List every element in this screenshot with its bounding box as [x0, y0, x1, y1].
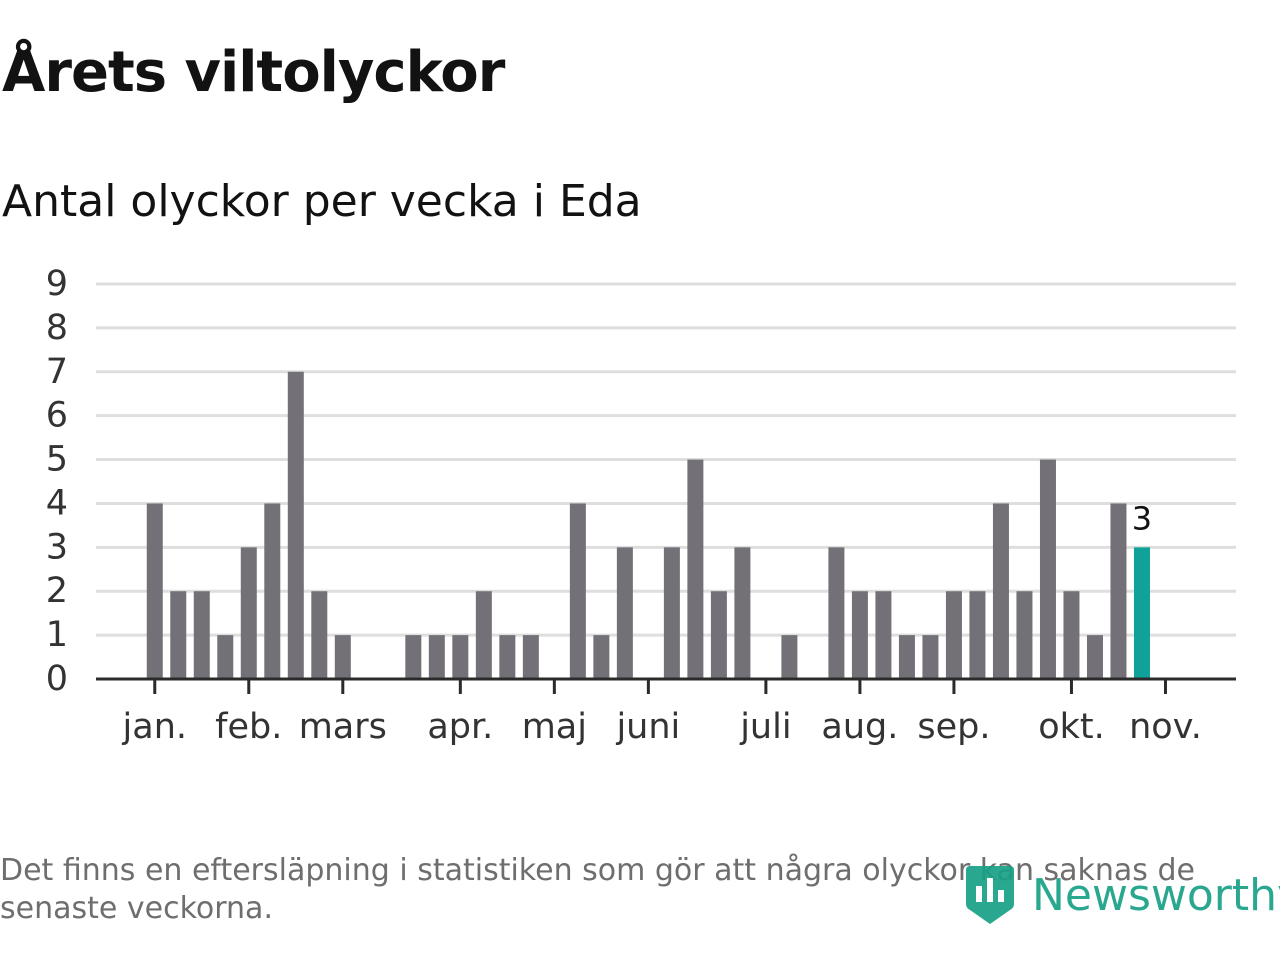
x-tick-label: juni — [615, 707, 680, 747]
bar — [452, 635, 469, 679]
bar — [1063, 591, 1080, 679]
bar — [428, 635, 445, 679]
x-tick-label: aug. — [821, 707, 898, 747]
bar — [264, 503, 281, 679]
bar — [193, 591, 210, 679]
y-tick-label: 6 — [46, 396, 68, 436]
bar — [522, 635, 539, 679]
bar — [828, 547, 845, 679]
x-tick-label: mars — [299, 707, 387, 747]
x-tick-label: maj — [522, 707, 587, 747]
x-tick-label: nov. — [1129, 707, 1202, 747]
brand-name: Newsworthy — [1032, 869, 1280, 921]
x-tick-label: juli — [739, 707, 791, 747]
bar — [616, 547, 633, 679]
bar — [217, 635, 234, 679]
bar — [945, 591, 962, 679]
bar — [593, 635, 610, 679]
y-tick-label: 7 — [46, 352, 68, 392]
chart-subtitle: Antal olyckor per vecka i Eda — [2, 176, 642, 227]
x-tick-label: apr. — [427, 707, 493, 747]
bar — [1039, 459, 1056, 679]
x-tick-label: jan. — [122, 707, 187, 747]
bar — [734, 547, 751, 679]
newsworthy-logo-icon — [966, 866, 1014, 924]
bar — [475, 591, 492, 679]
y-tick-label: 8 — [46, 308, 68, 348]
bar — [875, 591, 892, 679]
data-label: 3 — [1132, 499, 1152, 537]
page-title: Årets viltolyckor — [2, 40, 505, 105]
bar — [170, 591, 187, 679]
bar — [922, 635, 939, 679]
bar — [1110, 503, 1127, 679]
bar — [569, 503, 586, 679]
bar — [405, 635, 422, 679]
x-tick-label: feb. — [215, 707, 282, 747]
y-tick-label: 3 — [46, 527, 68, 567]
bar — [898, 635, 915, 679]
bar — [710, 591, 727, 679]
y-tick-label: 5 — [46, 440, 68, 480]
bar — [146, 503, 163, 679]
bar — [499, 635, 516, 679]
bar — [287, 371, 304, 679]
y-tick-label: 4 — [46, 483, 68, 523]
bar — [992, 503, 1009, 679]
bar — [311, 591, 328, 679]
bar — [334, 635, 351, 679]
bar — [781, 635, 798, 679]
y-tick-label: 0 — [46, 659, 68, 699]
bar — [969, 591, 986, 679]
x-tick-label: sep. — [917, 707, 990, 747]
x-tick-label: okt. — [1038, 707, 1105, 747]
bar — [1086, 635, 1103, 679]
bar — [851, 591, 868, 679]
brand-logo[interactable]: Newsworthy — [964, 862, 1280, 928]
y-tick-label: 9 — [46, 264, 68, 304]
bar-highlight — [1133, 547, 1150, 679]
bars — [146, 371, 1150, 679]
axes — [96, 677, 1236, 694]
y-tick-label: 2 — [46, 571, 68, 611]
y-tick-label: 1 — [46, 615, 68, 655]
bar — [663, 547, 680, 679]
bar — [687, 459, 704, 679]
bar — [240, 547, 257, 679]
bar — [1016, 591, 1033, 679]
